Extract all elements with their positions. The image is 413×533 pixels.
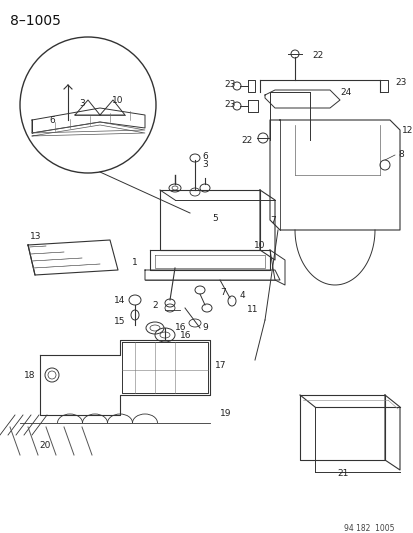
Text: 5: 5	[211, 214, 217, 222]
Text: 16: 16	[175, 324, 186, 333]
Text: 6: 6	[202, 151, 207, 160]
Text: 6: 6	[49, 116, 55, 125]
Text: 23: 23	[224, 79, 235, 88]
Text: 20: 20	[39, 440, 50, 449]
Text: 8: 8	[397, 149, 403, 158]
Text: 18: 18	[24, 370, 35, 379]
Text: 22: 22	[311, 51, 323, 60]
Text: 19: 19	[219, 408, 231, 417]
Text: 10: 10	[112, 95, 123, 104]
Text: 7: 7	[219, 287, 225, 296]
Text: 2: 2	[152, 301, 158, 310]
Text: 17: 17	[214, 360, 226, 369]
Text: 11: 11	[246, 305, 257, 314]
Text: 13: 13	[30, 231, 41, 240]
Text: 4: 4	[240, 290, 245, 300]
Text: 15: 15	[113, 318, 125, 327]
Text: 21: 21	[337, 469, 348, 478]
Text: 1: 1	[132, 257, 138, 266]
Text: 9: 9	[202, 324, 207, 333]
Text: 8–1005: 8–1005	[10, 14, 61, 28]
Text: 12: 12	[401, 125, 412, 134]
Text: 23: 23	[224, 100, 235, 109]
Text: 94 182  1005: 94 182 1005	[344, 524, 394, 533]
Text: 22: 22	[241, 135, 252, 144]
Text: 7: 7	[269, 215, 275, 224]
Text: 16: 16	[180, 330, 191, 340]
Text: 14: 14	[113, 295, 125, 304]
Text: 23: 23	[394, 77, 406, 86]
Text: 3: 3	[79, 99, 85, 108]
Text: 24: 24	[339, 87, 350, 96]
Text: 3: 3	[202, 159, 207, 168]
Circle shape	[20, 37, 156, 173]
Text: 10: 10	[253, 240, 264, 249]
